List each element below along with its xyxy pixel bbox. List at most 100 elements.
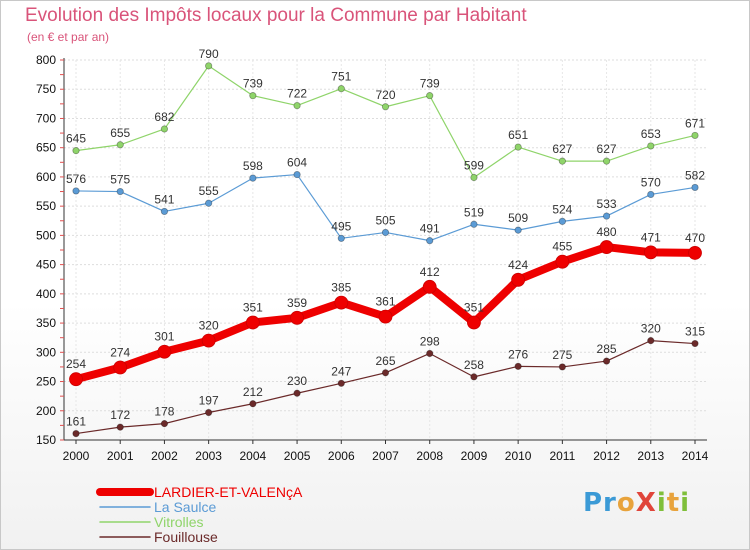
chart-subtitle: (en € et par an) <box>27 30 110 44</box>
data-label-vitrolles: 651 <box>508 128 528 142</box>
data-label-vitrolles: 599 <box>464 159 484 173</box>
data-point-lardier-et-valen-a <box>201 333 216 348</box>
data-point-la-saulce <box>691 183 699 192</box>
data-point-fouillouse <box>602 357 611 365</box>
data-point-fouillouse <box>337 379 345 387</box>
data-label-fouillouse: 178 <box>154 405 174 419</box>
data-label-vitrolles: 739 <box>420 77 440 91</box>
data-label-fouillouse: 276 <box>508 347 528 361</box>
data-point-fouillouse <box>249 400 257 408</box>
data-label-lardier-et-valen-a: 470 <box>685 231 705 245</box>
data-point-la-saulce <box>514 226 522 234</box>
y-tick-label: 450 <box>36 258 56 272</box>
data-point-la-saulce <box>249 174 257 182</box>
data-label-vitrolles: 627 <box>597 142 617 156</box>
data-label-la-saulce: 582 <box>685 168 705 182</box>
y-tick-label: 350 <box>36 316 56 330</box>
legend-label-fouillouse: Fouillouse <box>154 529 218 545</box>
data-label-vitrolles: 682 <box>154 110 174 124</box>
data-point-fouillouse <box>647 337 655 345</box>
data-point-fouillouse <box>381 369 390 377</box>
x-tick-label: 2013 <box>637 449 664 463</box>
data-label-lardier-et-valen-a: 471 <box>641 230 661 244</box>
data-label-lardier-et-valen-a: 351 <box>464 300 484 314</box>
data-point-vitrolles <box>381 103 390 111</box>
y-tick-label: 200 <box>36 404 56 418</box>
data-point-vitrolles <box>72 147 80 155</box>
data-point-la-saulce <box>72 187 80 195</box>
data-point-lardier-et-valen-a <box>113 360 128 375</box>
data-label-vitrolles: 720 <box>375 88 395 102</box>
data-point-fouillouse <box>160 420 169 428</box>
data-point-lardier-et-valen-a <box>290 310 304 325</box>
data-label-la-saulce: 541 <box>154 192 174 206</box>
x-tick-label: 2006 <box>328 449 355 463</box>
x-tick-label: 2001 <box>107 449 134 463</box>
data-point-vitrolles <box>160 125 169 133</box>
data-label-fouillouse: 212 <box>243 385 263 399</box>
data-label-la-saulce: 570 <box>641 175 661 189</box>
y-tick-label: 300 <box>36 345 56 359</box>
data-label-lardier-et-valen-a: 320 <box>199 319 219 333</box>
x-tick-label: 2014 <box>682 449 709 463</box>
data-label-lardier-et-valen-a: 274 <box>110 346 130 360</box>
legend-label-lardier-et-valen-a: LARDIER-ET-VALENçA <box>154 484 303 500</box>
data-label-vitrolles: 739 <box>243 77 263 91</box>
data-label-vitrolles: 645 <box>66 132 86 146</box>
data-point-vitrolles <box>337 85 345 93</box>
data-point-la-saulce <box>470 220 478 228</box>
data-point-fouillouse <box>691 339 699 348</box>
data-label-lardier-et-valen-a: 351 <box>243 300 263 314</box>
data-label-fouillouse: 161 <box>66 415 86 429</box>
data-label-vitrolles: 722 <box>287 87 307 101</box>
data-point-vitrolles <box>293 102 301 110</box>
data-point-la-saulce <box>160 207 169 216</box>
legend-label-vitrolles: Vitrolles <box>154 514 204 530</box>
data-point-la-saulce <box>337 234 345 242</box>
data-label-fouillouse: 258 <box>464 358 484 372</box>
data-label-vitrolles: 751 <box>331 70 351 84</box>
data-label-la-saulce: 575 <box>110 173 130 187</box>
data-label-fouillouse: 197 <box>199 394 219 408</box>
x-tick-label: 2009 <box>461 449 488 463</box>
data-point-fouillouse <box>205 408 213 417</box>
data-point-lardier-et-valen-a <box>422 279 437 294</box>
data-point-lardier-et-valen-a <box>511 272 526 287</box>
data-point-la-saulce <box>647 190 655 199</box>
data-label-fouillouse: 172 <box>110 408 130 422</box>
data-point-lardier-et-valen-a <box>467 315 481 330</box>
chart-title: Evolution des Impôts locaux pour la Comm… <box>25 5 527 26</box>
data-label-vitrolles: 627 <box>552 142 572 156</box>
data-label-la-saulce: 576 <box>66 172 86 186</box>
y-tick-label: 800 <box>36 53 56 67</box>
x-tick-label: 2008 <box>416 449 443 463</box>
data-point-vitrolles <box>602 157 611 165</box>
y-tick-label: 650 <box>36 141 56 155</box>
data-point-la-saulce <box>426 237 434 245</box>
x-tick-label: 2002 <box>151 449 178 463</box>
data-label-vitrolles: 653 <box>641 127 661 141</box>
data-label-vitrolles: 790 <box>199 47 219 61</box>
y-tick-label: 700 <box>36 111 56 125</box>
data-label-la-saulce: 524 <box>552 202 572 216</box>
data-point-vitrolles <box>249 92 257 100</box>
data-label-lardier-et-valen-a: 385 <box>331 281 351 295</box>
y-tick-label: 600 <box>36 170 56 184</box>
data-label-fouillouse: 265 <box>375 354 395 368</box>
x-tick-label: 2005 <box>284 449 311 463</box>
data-point-lardier-et-valen-a <box>688 246 702 260</box>
data-point-la-saulce <box>558 217 566 225</box>
data-point-lardier-et-valen-a <box>334 295 349 310</box>
data-point-lardier-et-valen-a <box>599 240 614 254</box>
data-point-vitrolles <box>470 173 478 182</box>
data-label-la-saulce: 495 <box>331 219 351 233</box>
data-label-la-saulce: 509 <box>508 211 528 225</box>
data-point-fouillouse <box>116 423 124 431</box>
data-label-vitrolles: 655 <box>110 126 130 140</box>
data-label-fouillouse: 275 <box>552 348 572 362</box>
y-tick-label: 750 <box>36 82 56 96</box>
x-tick-label: 2003 <box>195 449 222 463</box>
data-point-lardier-et-valen-a <box>555 254 570 269</box>
y-tick-label: 250 <box>36 375 56 389</box>
